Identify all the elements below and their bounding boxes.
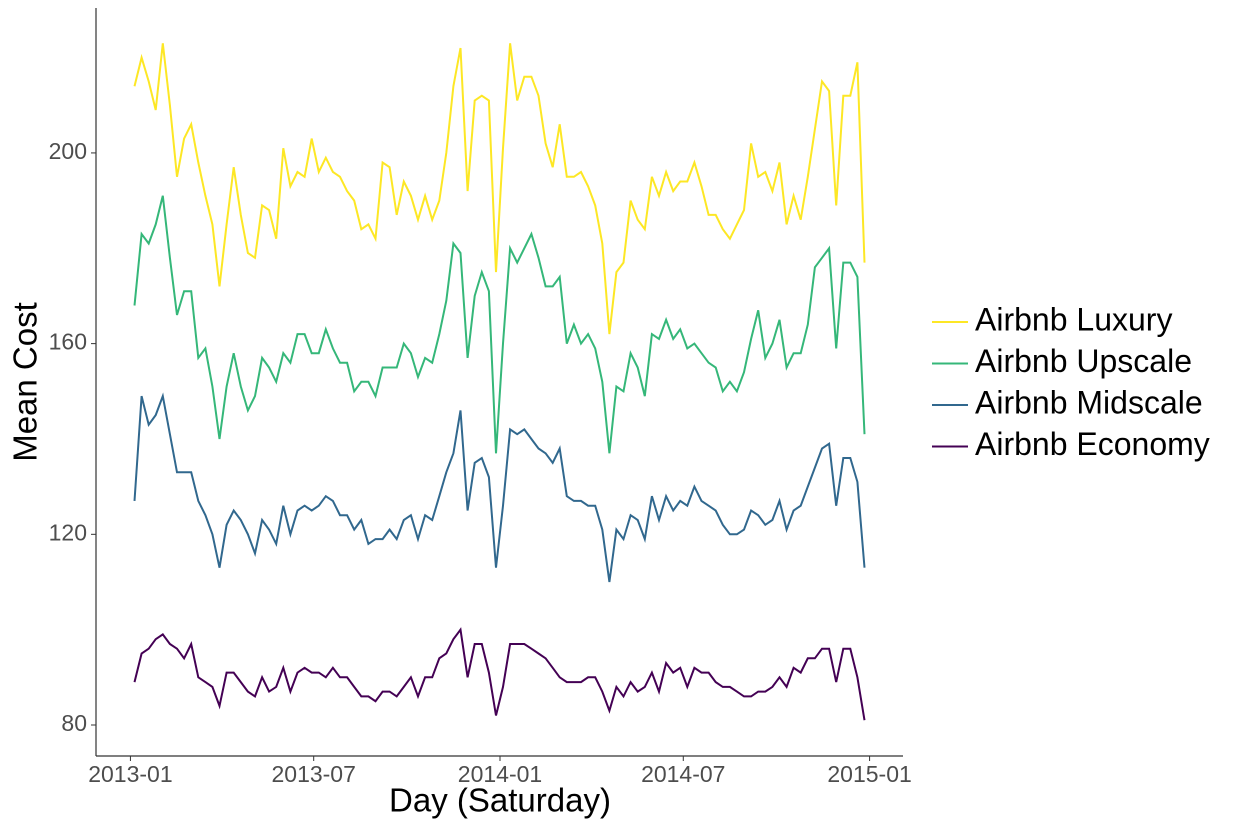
y-tick-label: 120 — [49, 519, 87, 545]
x-tick-label: 2015-01 — [827, 761, 911, 787]
y-tick-label: 80 — [61, 710, 87, 736]
y-tick-label: 200 — [49, 138, 87, 164]
series-line — [133, 43, 866, 335]
series-line — [133, 195, 866, 454]
series-line — [133, 392, 866, 583]
legend-label: Airbnb Economy — [975, 426, 1210, 462]
x-tick-label: 2014-07 — [641, 761, 725, 787]
x-axis-title: Day (Saturday) — [389, 782, 611, 819]
series-line — [133, 627, 866, 721]
legend-label: Airbnb Upscale — [975, 343, 1192, 379]
y-axis-title: Mean Cost — [7, 302, 44, 462]
legend-label: Airbnb Luxury — [975, 301, 1172, 337]
x-tick-label: 2014-01 — [458, 761, 542, 787]
y-tick-label: 160 — [49, 329, 87, 355]
legend-label: Airbnb Midscale — [975, 384, 1203, 420]
x-tick-label: 2013-07 — [271, 761, 355, 787]
x-tick-label: 2013-01 — [88, 761, 172, 787]
